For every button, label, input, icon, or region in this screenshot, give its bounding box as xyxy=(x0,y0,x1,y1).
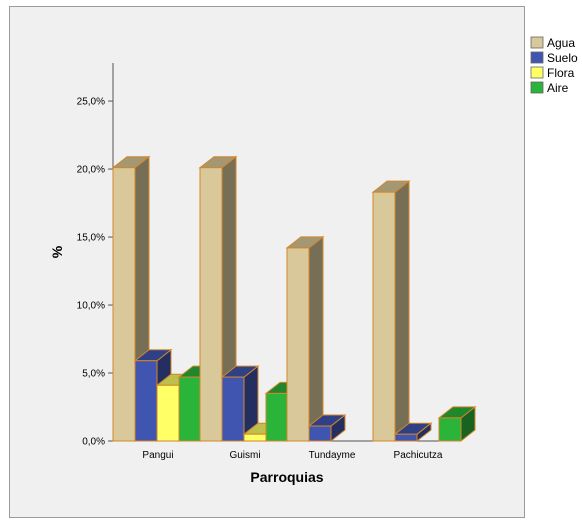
bar-side xyxy=(394,180,410,443)
bar-side xyxy=(308,235,324,443)
x-tick-label: Pangui xyxy=(142,450,173,461)
legend-swatch xyxy=(530,66,544,79)
legend-item-flora: Flora xyxy=(530,66,575,80)
legend-item-agua: Agua xyxy=(530,36,575,50)
y-tick-label: 25,0% xyxy=(77,97,105,108)
y-tick-label: 10,0% xyxy=(77,301,105,312)
bar-suelo-guismi xyxy=(220,365,260,443)
bar-front xyxy=(394,433,418,442)
legend-swatch xyxy=(530,36,544,49)
y-axis: 0,0% 5,0% 10,0% 15,0% 20,0% 25,0% xyxy=(77,63,114,448)
bar-front xyxy=(112,167,136,442)
y-tick-label: 5,0% xyxy=(82,369,105,380)
x-axis: Pangui Guismi Tundayme Pachicutza xyxy=(113,440,460,461)
x-tick-label: Guismi xyxy=(229,450,260,461)
bar-front xyxy=(156,384,180,442)
bar-agua-pachicutza xyxy=(371,180,411,443)
bar-agua-tundayme xyxy=(285,235,325,443)
legend-swatch xyxy=(530,81,544,94)
x-tick-label: Pachicutza xyxy=(394,450,443,461)
legend-item-aire: Aire xyxy=(530,81,569,95)
legend-label: Suelo xyxy=(547,51,578,65)
bar-front xyxy=(308,425,332,442)
legend-item-suelo: Suelo xyxy=(530,51,578,65)
legend-label: Agua xyxy=(547,36,575,50)
y-tick-label: 15,0% xyxy=(77,233,105,244)
bar-front xyxy=(265,392,289,442)
bar-aire-pachicutza xyxy=(437,405,477,443)
bar-front xyxy=(134,360,158,442)
bar-suelo-tundayme xyxy=(307,414,347,443)
bar-front xyxy=(199,167,223,442)
legend-label: Flora xyxy=(547,66,575,80)
legend-label: Aire xyxy=(547,81,569,95)
y-tick-label: 20,0% xyxy=(77,165,105,176)
bar-front xyxy=(286,247,310,442)
bar-suelo-pachicutza xyxy=(393,422,433,443)
bars xyxy=(111,155,477,443)
y-tick-label: 0,0% xyxy=(82,437,105,448)
bar-front xyxy=(243,433,267,442)
x-tick-label: Tundayme xyxy=(309,450,356,461)
legend-swatch xyxy=(530,51,544,64)
y-axis-title: % xyxy=(49,245,65,258)
bar-front xyxy=(221,376,245,442)
x-axis-title: Parroquias xyxy=(250,469,323,485)
bar-front xyxy=(372,191,396,442)
bar-front xyxy=(438,417,462,442)
bar-front xyxy=(178,376,202,442)
